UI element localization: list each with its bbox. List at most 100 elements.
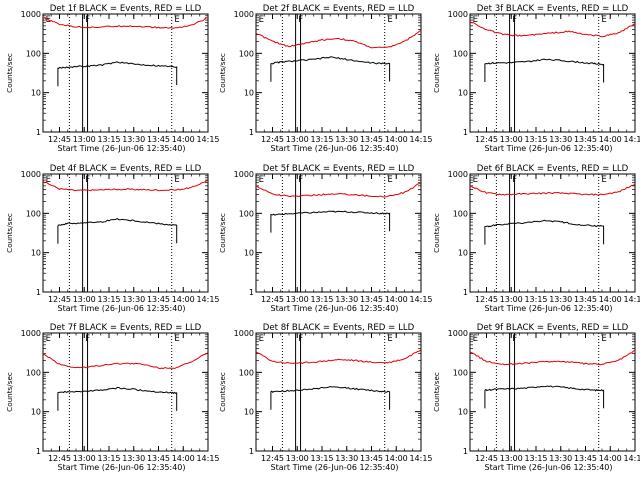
y-tick-label: 1 [463,128,468,137]
y-tick-label: 10 [31,408,41,417]
x-tick-label: 13:15 [97,135,120,144]
series-line-lld [255,349,422,365]
x-tick-label: 12:45 [48,295,71,304]
plot-frame [469,332,636,452]
x-tick-label: 13:00 [286,135,309,144]
marker-label-f: F [85,334,90,344]
y-tick-label: 100 [239,209,254,218]
x-axis-label: Start Time (26-Jun-06 12:35:40) [271,463,399,472]
x-tick-label: 13:15 [524,135,547,144]
x-tick-label: 14:15 [409,454,432,463]
y-tick-label: 1 [36,288,41,297]
x-tick-label: 13:00 [286,295,309,304]
y-tick-label: 1000 [21,10,41,19]
x-tick-label: 13:45 [147,454,170,463]
y-tick-label: 100 [239,368,254,377]
x-tick-label: 13:30 [122,454,145,463]
series-line-events [484,385,605,409]
plot-panel-5: Det 5f BLACK = Events, RED = LLD 1 10 100 10… [218,164,433,313]
y-tick-label: 1 [249,128,254,137]
y-tick-label: 1000 [448,329,468,338]
marker-label-f: F [85,175,90,185]
x-tick-label: 13:15 [97,454,120,463]
y-tick-label: 1 [36,128,41,137]
x-axis-label: Start Time (26-Jun-06 12:35:40) [271,144,399,153]
marker-label-f: F [298,334,303,344]
marker-label-e: E [387,15,392,25]
series-line-lld [255,182,422,198]
y-axis-label: Counts/sec [432,213,441,253]
x-tick-label: 14:00 [385,295,408,304]
y-tick-label: 10 [31,89,41,98]
marker-label-e: E [46,175,51,185]
x-tick-label: 14:00 [599,135,622,144]
series-line-events [57,386,178,411]
x-tick-label: 14:15 [196,295,219,304]
y-tick-label: 1000 [21,170,41,179]
marker-label-e: E [601,15,606,25]
series-line-lld [469,350,636,366]
x-tick-label: 14:15 [623,135,640,144]
x-tick-label: 13:00 [73,135,96,144]
x-axis-label: Start Time (26-Jun-06 12:35:40) [271,304,399,313]
marker-label-e: E [259,15,264,25]
marker-label-e: E [174,15,179,25]
x-tick-label: 12:45 [48,135,71,144]
x-tick-label: 13:45 [147,135,170,144]
x-tick-label: 13:30 [549,454,572,463]
marker-label-f: F [298,15,303,25]
y-axis-label: Counts/sec [432,372,441,412]
series-line-lld [255,30,422,49]
marker-label-e: E [473,15,478,25]
y-axis-label: Counts/sec [432,53,441,93]
marker-label-e: E [473,334,478,344]
series-line-lld [43,17,209,29]
y-tick-label: 100 [239,49,254,58]
x-tick-label: 12:45 [475,454,498,463]
y-tick-label: 10 [458,408,468,417]
y-tick-label: 10 [31,249,41,258]
x-tick-label: 13:00 [73,454,96,463]
y-tick-label: 10 [458,249,468,258]
plot-frame [42,173,209,293]
x-tick-label: 14:00 [385,135,408,144]
x-tick-label: 13:00 [286,454,309,463]
marker-label-f: F [298,175,303,185]
x-tick-label: 14:15 [409,135,432,144]
x-tick-label: 12:45 [475,135,498,144]
series-line-events [270,385,391,410]
plot-panel-2: Det 2f BLACK = Events, RED = LLD 1 10 100 10… [218,4,433,153]
y-tick-label: 1000 [448,10,468,19]
series-line-events [270,210,391,233]
marker-label-f: F [512,334,517,344]
series-line-events [57,61,178,87]
x-tick-label: 12:45 [261,135,284,144]
x-tick-label: 13:15 [97,295,120,304]
plot-title: Det 8f BLACK = Events, RED = LLD [263,323,415,333]
y-tick-label: 1 [36,447,41,456]
x-tick-label: 13:45 [574,295,597,304]
series-line-lld [469,183,636,196]
y-tick-label: 1000 [448,170,468,179]
x-tick-label: 14:15 [196,454,219,463]
x-axis-label: Start Time (26-Jun-06 12:35:40) [485,304,613,313]
y-tick-label: 100 [26,368,41,377]
x-axis-label: Start Time (26-Jun-06 12:35:40) [58,463,186,472]
plot-panel-8: Det 8f BLACK = Events, RED = LLD 1 10 100 10… [218,323,433,472]
x-tick-label: 13:30 [122,135,145,144]
x-tick-label: 13:15 [310,295,333,304]
x-tick-label: 12:45 [475,295,498,304]
marker-label-e: E [601,175,606,185]
x-tick-label: 14:00 [172,295,195,304]
x-axis-label: Start Time (26-Jun-06 12:35:40) [58,144,186,153]
x-axis-label: Start Time (26-Jun-06 12:35:40) [485,144,613,153]
x-tick-label: 13:45 [574,454,597,463]
x-tick-label: 14:00 [172,135,195,144]
marker-label-e: E [174,175,179,185]
plot-title: Det 4f BLACK = Events, RED = LLD [50,164,202,174]
marker-label-e: E [259,334,264,344]
y-tick-label: 100 [26,209,41,218]
plot-frame [255,173,422,293]
series-line-lld [42,179,209,192]
y-tick-label: 10 [244,408,254,417]
